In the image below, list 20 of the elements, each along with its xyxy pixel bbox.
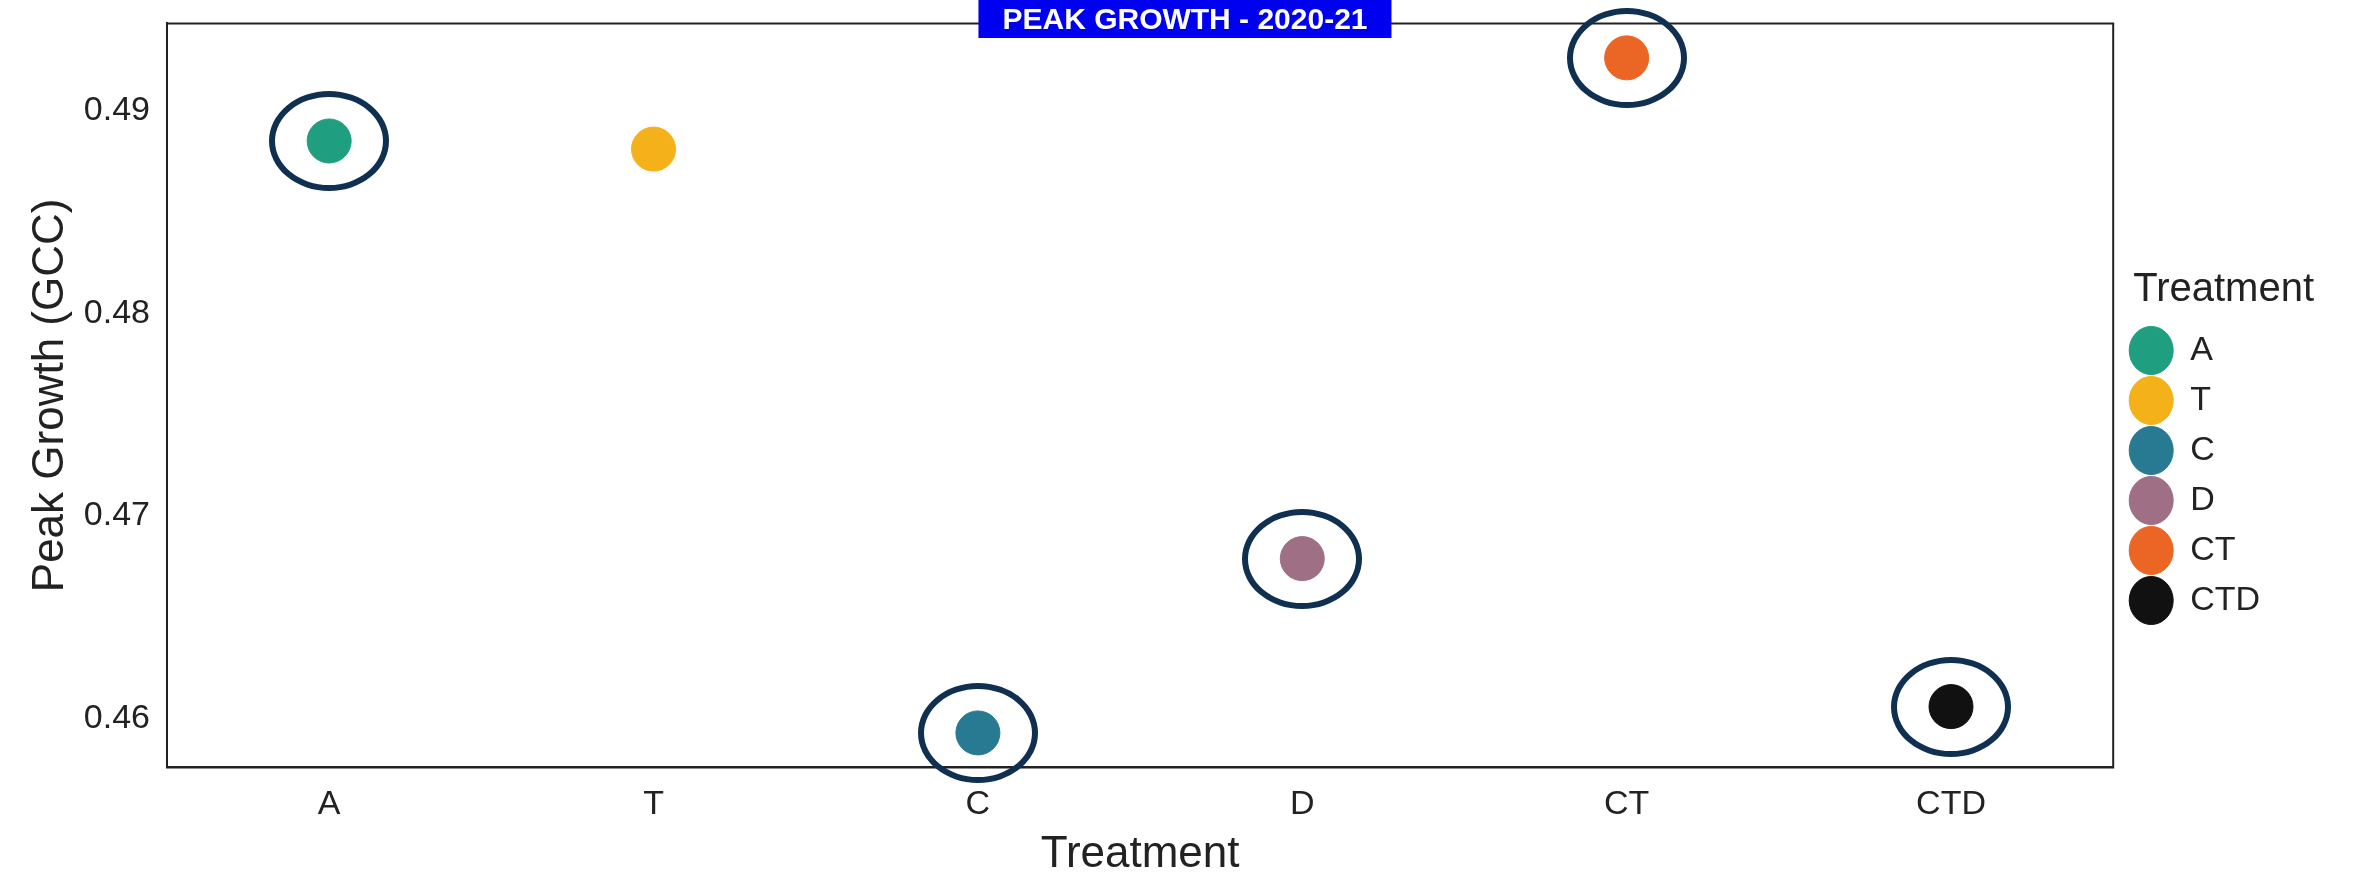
- x-tick-label: CTD: [1916, 783, 1986, 822]
- y-axis-title: Peak Growth (GCC): [22, 198, 72, 593]
- y-tick-label: 0.46: [83, 697, 150, 736]
- legend-title: Treatment: [1040, 826, 1240, 876]
- chart-title: PEAK GROWTH - 2020-21: [978, 0, 1392, 38]
- legend-label: D: [2190, 478, 2215, 517]
- y-tick-label: 0.47: [83, 494, 150, 533]
- x-tick-label: A: [317, 783, 341, 822]
- x-axis-title: Treatment: [2133, 264, 2315, 309]
- y-tick-label: 0.48: [83, 291, 150, 330]
- legend-label: CTD: [2190, 578, 2261, 617]
- x-tick-label: C: [965, 783, 991, 822]
- legend-label: C: [2190, 428, 2215, 467]
- legend-label: T: [2190, 378, 2211, 417]
- legend-label: CT: [2190, 528, 2236, 567]
- y-tick-label: 0.49: [83, 88, 150, 127]
- x-tick-label: D: [1289, 783, 1315, 822]
- legend-label: A: [2190, 328, 2214, 367]
- x-tick-label: CT: [1603, 783, 1650, 822]
- x-tick-label: T: [643, 783, 664, 822]
